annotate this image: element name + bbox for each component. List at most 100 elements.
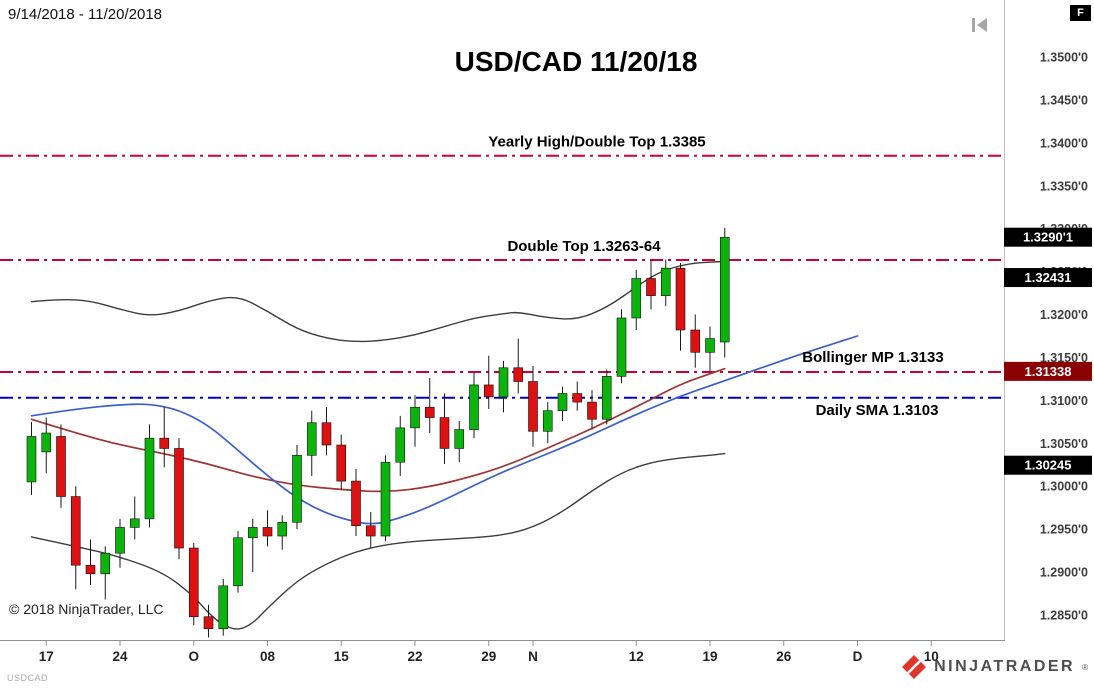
candle-body xyxy=(483,384,494,398)
candle xyxy=(306,410,317,476)
level-label: Bollinger MP 1.3133 xyxy=(802,349,943,366)
price-badge-bg xyxy=(1004,361,1092,381)
candle xyxy=(660,259,671,306)
candle xyxy=(26,421,37,495)
candle-body xyxy=(675,267,686,331)
price-axis-label: 1.3500'0 xyxy=(1040,51,1088,65)
time-axis-label: 19 xyxy=(702,649,717,664)
time-axis-label: 24 xyxy=(112,649,128,664)
candle-body xyxy=(601,376,612,420)
candle-body xyxy=(395,427,406,463)
candle xyxy=(351,469,361,537)
candle-body xyxy=(646,278,656,296)
candle xyxy=(557,386,568,421)
candle-body xyxy=(365,525,376,537)
candle xyxy=(631,269,642,330)
candle-body xyxy=(203,616,214,630)
candle-body xyxy=(587,401,597,420)
instrument-label: USDCAD xyxy=(7,673,49,683)
price-badge: 1.3290'1 xyxy=(1004,227,1092,247)
candle-body xyxy=(306,422,317,456)
candle xyxy=(424,378,435,434)
candle-body xyxy=(100,552,111,575)
copyright-label: © 2018 NinjaTrader, LLC xyxy=(9,601,164,617)
price-badge-bg xyxy=(1004,227,1092,247)
candle xyxy=(587,390,597,430)
candle xyxy=(321,407,332,456)
time-axis-label: 12 xyxy=(629,649,644,664)
collapse-panel-icon[interactable] xyxy=(968,13,992,37)
candle-body xyxy=(631,278,642,319)
date-range-label: 9/14/2018 - 11/20/2018 xyxy=(8,6,163,23)
time-axis-label: 08 xyxy=(260,649,276,664)
candle xyxy=(188,542,199,626)
candle-body xyxy=(410,406,420,429)
candle-body xyxy=(277,521,288,537)
candle-body xyxy=(26,436,37,483)
registered-mark: ® xyxy=(1082,662,1088,672)
candle-body xyxy=(262,527,273,537)
candle-body xyxy=(439,417,450,449)
price-axis-label: 1.3350'0 xyxy=(1040,179,1088,193)
time-axis-label: 26 xyxy=(776,649,792,664)
upper-bollinger-band xyxy=(30,260,726,343)
candle xyxy=(100,546,111,600)
candle xyxy=(572,381,583,411)
candle xyxy=(56,424,66,508)
ninjatrader-logo-icon xyxy=(902,655,927,679)
ninjatrader-logo-text: NINJATRADER xyxy=(934,658,1076,675)
candle xyxy=(292,445,302,530)
candle-body xyxy=(218,585,229,630)
candle xyxy=(144,424,155,528)
candle xyxy=(277,515,288,550)
price-badge-text: 1.30245 xyxy=(1025,458,1072,473)
fit-chart-button[interactable]: F xyxy=(1070,5,1091,21)
price-badge: 1.32431 xyxy=(1004,268,1092,288)
candle xyxy=(336,434,347,490)
candle xyxy=(85,539,96,585)
candle-body xyxy=(233,537,243,587)
candle-body xyxy=(159,437,170,449)
candle xyxy=(439,393,450,464)
price-axis-label: 1.3400'0 xyxy=(1040,136,1088,150)
candle xyxy=(365,511,376,549)
price-axis-label: 1.3050'0 xyxy=(1040,437,1088,451)
candle-body xyxy=(351,480,361,527)
candle xyxy=(646,260,656,310)
candle-body xyxy=(616,317,627,377)
chart-title: USD/CAD 11/20/18 xyxy=(454,46,698,77)
time-axis-label: 22 xyxy=(407,649,422,664)
candle-body xyxy=(174,448,184,549)
price-axis-label: 1.3150'0 xyxy=(1040,351,1088,365)
candle-body xyxy=(498,367,509,398)
candle-body xyxy=(336,444,347,482)
level-label: Daily SMA 1.3103 xyxy=(816,402,939,419)
price-badge-text: 1.32431 xyxy=(1025,270,1072,285)
candle xyxy=(203,604,214,638)
price-badge-bg xyxy=(1004,455,1092,475)
ninjatrader-logo: NINJATRADER ® xyxy=(901,654,1088,680)
candle-body xyxy=(292,455,302,523)
candle xyxy=(70,486,81,590)
price-badge-bg xyxy=(1004,268,1092,288)
time-axis-label: O xyxy=(188,649,199,664)
candle xyxy=(483,355,494,409)
time-axis-label: D xyxy=(853,649,863,664)
price-badge: 1.30245 xyxy=(1004,455,1092,475)
daily-sma-line xyxy=(30,335,859,525)
candle-body xyxy=(542,410,553,432)
candle-body xyxy=(572,393,583,403)
candle xyxy=(41,417,52,474)
candle xyxy=(380,455,391,542)
candle-body xyxy=(70,496,81,566)
candle xyxy=(616,309,627,384)
candle-body xyxy=(129,518,140,528)
candle xyxy=(542,402,553,444)
candle xyxy=(675,263,686,351)
time-axis-label: 17 xyxy=(39,649,54,664)
candle xyxy=(601,369,612,425)
price-axis-label: 1.3200'0 xyxy=(1040,308,1088,322)
candle-body xyxy=(321,422,332,446)
level-label: Double Top 1.3263-64 xyxy=(507,238,661,255)
